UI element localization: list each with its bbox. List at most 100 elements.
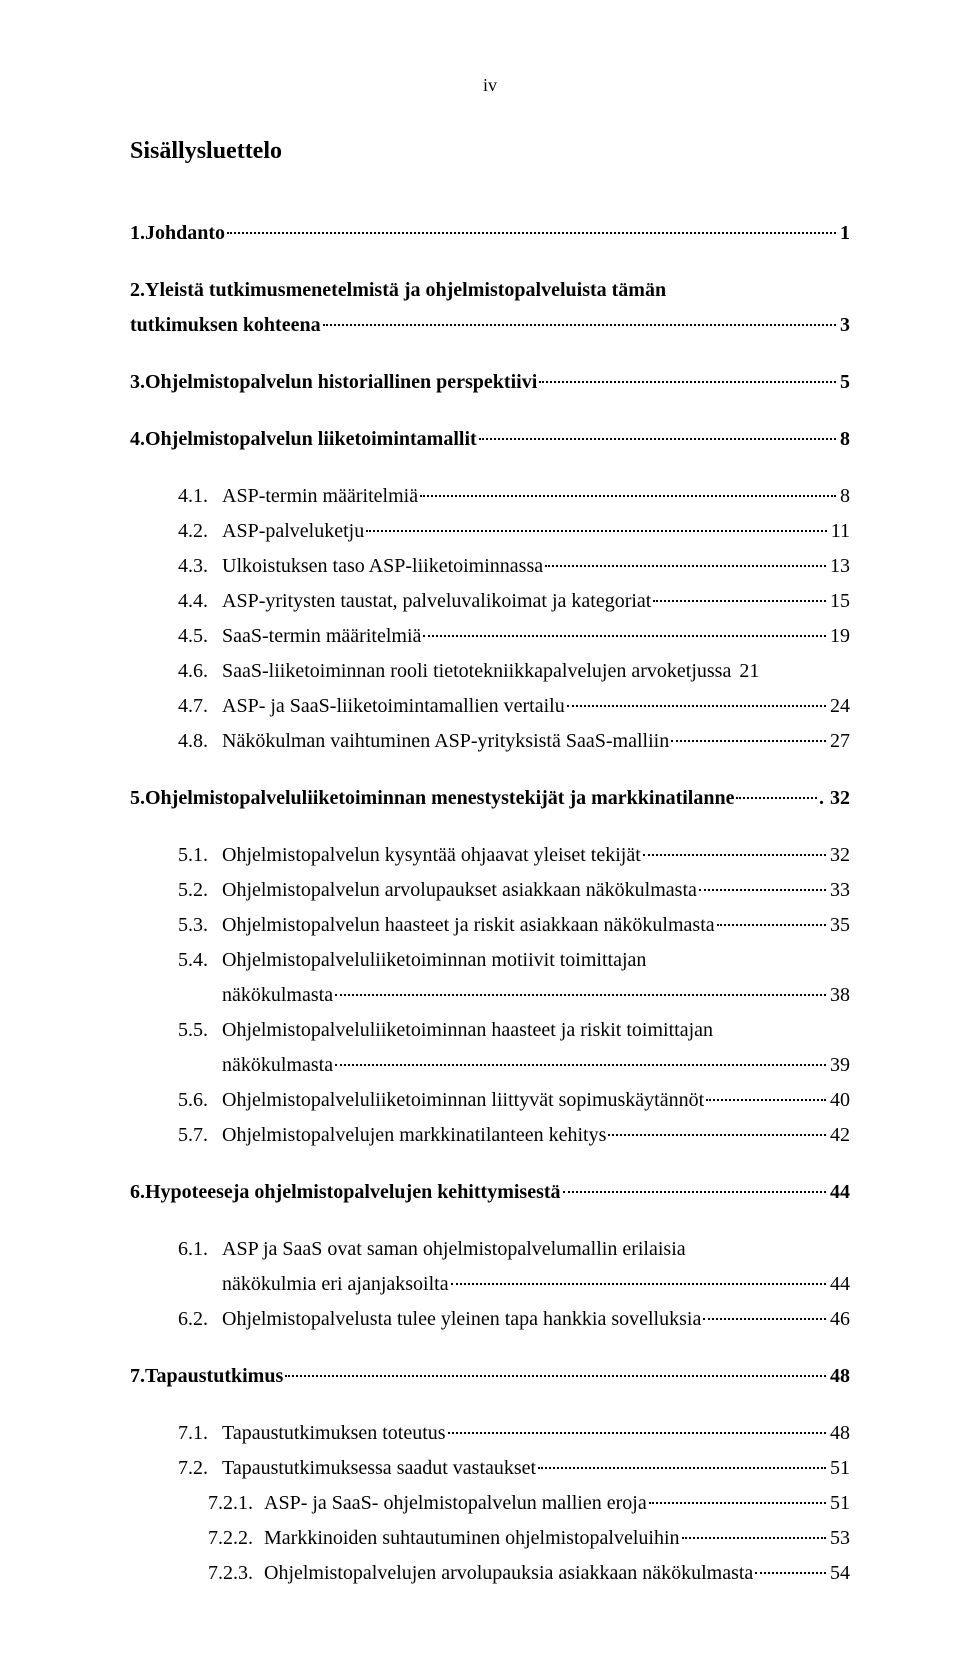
toc-entry-number: 7.2. (178, 1451, 222, 1486)
toc-leader (420, 495, 836, 497)
toc-leader (285, 1375, 826, 1377)
toc-leader (682, 1537, 827, 1539)
toc-entry-text: Tapaustutkimuksessa saadut vastaukset (222, 1451, 536, 1486)
toc-entry-continuation: tutkimuksen kohteena3 (130, 308, 850, 343)
toc-entry: 5.7.Ohjelmistopalvelujen markkinatilante… (130, 1118, 850, 1153)
toc-entry-text: Ohjelmistopalvelun arvolupaukset asiakka… (222, 873, 697, 908)
toc-entry-page: 51 (828, 1486, 850, 1521)
toc-entry-page: 46 (828, 1302, 850, 1337)
toc-entry-text: näkökulmia eri ajanjaksoilta (178, 1267, 449, 1302)
toc-entry-number: 5.3. (178, 908, 222, 943)
toc-entry-page: 24 (828, 689, 850, 724)
toc-entry-text: Ohjelmistopalvelun liiketoimintamallit (145, 422, 477, 457)
toc-entry-page: 8 (838, 422, 850, 457)
toc-entry: 5.6.Ohjelmistopalveluliiketoiminnan liit… (130, 1083, 850, 1118)
toc-leader (335, 1064, 826, 1066)
toc-entry-text: Ulkoistuksen taso ASP-liiketoiminnassa (222, 549, 543, 584)
toc-entry-number: 7.2.1. (208, 1486, 264, 1521)
toc-entry-text: näkökulmasta (178, 1048, 333, 1083)
toc-entry-text: SaaS-termin määritelmiä (222, 619, 421, 654)
toc-leader (706, 1099, 826, 1101)
toc-entry-page: 35 (828, 908, 850, 943)
toc-entry-page: 13 (828, 549, 850, 584)
toc-entry-number: 6.1. (178, 1232, 222, 1267)
toc-leader (227, 232, 836, 234)
toc-entry: 7.2.Tapaustutkimuksessa saadut vastaukse… (130, 1451, 850, 1486)
toc-entry: 4.4.ASP-yritysten taustat, palveluvaliko… (130, 584, 850, 619)
toc-entry-text: Ohjelmistopalvelujen markkinatilanteen k… (222, 1118, 606, 1153)
toc-entry-page: 38 (828, 978, 850, 1013)
toc-entry: 4.2.ASP-palveluketju11 (130, 514, 850, 549)
toc-entry-page: 44 (828, 1175, 850, 1210)
toc-entry-page: 42 (828, 1118, 850, 1153)
toc-leader (545, 565, 826, 567)
toc-entry-page: 5 (838, 365, 850, 400)
toc-entry-text: ASP-palveluketju (222, 514, 364, 549)
toc-entry-number: 1. (130, 216, 145, 251)
toc-entry-page: 15 (828, 584, 850, 619)
toc-entry-page: 21 (737, 654, 759, 689)
toc-entry-text: Ohjelmistopalveluliiketoiminnan motiivit… (222, 943, 646, 978)
toc-entry-text: Ohjelmistopalveluliiketoiminnan haasteet… (222, 1013, 713, 1048)
toc-leader (755, 1572, 826, 1574)
toc-entry-page: 32 (828, 781, 850, 816)
toc-entry-number: 6. (130, 1175, 145, 1210)
toc-leader (448, 1432, 826, 1434)
toc-entry-page: 39 (828, 1048, 850, 1083)
toc-leader (736, 797, 817, 799)
toc-entry-continuation: näkökulmia eri ajanjaksoilta 44 (130, 1267, 850, 1302)
toc-entry-text: Hypoteeseja ohjelmistopalvelujen kehitty… (145, 1175, 561, 1210)
toc-entry: 4.5.SaaS-termin määritelmiä19 (130, 619, 850, 654)
toc-entry-continuation: näkökulmasta 39 (130, 1048, 850, 1083)
toc-entry-text: ASP- ja SaaS-liiketoimintamallien vertai… (222, 689, 565, 724)
toc-title: Sisällysluettelo (130, 130, 850, 172)
toc-entry-number: 7. (130, 1359, 145, 1394)
toc-entry-number: 5.6. (178, 1083, 222, 1118)
toc-entry-page: 54 (828, 1556, 850, 1591)
toc-entry-text: tutkimuksen kohteena (130, 308, 321, 343)
toc-entry-page: 48 (828, 1359, 850, 1394)
toc-entry: 4.8.Näkökulman vaihtuminen ASP-yrityksis… (130, 724, 850, 759)
toc-entry-page: 1 (838, 216, 850, 251)
toc-entry: 4.7.ASP- ja SaaS-liiketoimintamallien ve… (130, 689, 850, 724)
toc-leader (703, 1318, 826, 1320)
toc-entry-text: Markkinoiden suhtautuminen ohjelmistopal… (264, 1521, 680, 1556)
toc-entry-continuation: näkökulmasta38 (130, 978, 850, 1013)
page-container: iv Sisällysluettelo 1.Johdanto12.Yleistä… (0, 0, 960, 1661)
toc-entry-number: 4. (130, 422, 145, 457)
toc-entry: 6.2.Ohjelmistopalvelusta tulee yleinen t… (130, 1302, 850, 1337)
toc-entry-text: Ohjelmistopalvelun kysyntää ohjaavat yle… (222, 838, 641, 873)
toc-leader (699, 889, 826, 891)
toc-entry: 3.Ohjelmistopalvelun historiallinen pers… (130, 365, 850, 400)
toc-leader (649, 1502, 826, 1504)
toc-entry-text: Tapaustutkimuksen toteutus (222, 1416, 446, 1451)
toc-entry: 4.Ohjelmistopalvelun liiketoimintamallit… (130, 422, 850, 457)
toc-entry-page: 44 (828, 1267, 850, 1302)
toc-entry-number: 5.7. (178, 1118, 222, 1153)
toc-dot: . (819, 781, 824, 816)
toc-entry-number: 5. (130, 781, 145, 816)
toc-entry-text: ASP-yritysten taustat, palveluvalikoimat… (222, 584, 651, 619)
toc-entry-number: 4.7. (178, 689, 222, 724)
toc-entry-text: Yleistä tutkimusmenetelmistä ja ohjelmis… (145, 273, 666, 308)
toc-entry-number: 5.5. (178, 1013, 222, 1048)
toc-entry: 2.Yleistä tutkimusmenetelmistä ja ohjelm… (130, 273, 850, 308)
toc-leader (423, 635, 826, 637)
toc-entry-number: 4.8. (178, 724, 222, 759)
toc-entry-text: Ohjelmistopalvelujen arvolupauksia asiak… (264, 1556, 753, 1591)
toc-entry-text: Ohjelmistopalveluliiketoiminnan liittyvä… (222, 1083, 704, 1118)
toc-entry-page: 40 (828, 1083, 850, 1118)
toc-entry: 5.Ohjelmistopalveluliiketoiminnan menest… (130, 781, 850, 816)
toc-entry: 4.1.ASP-termin määritelmiä8 (130, 479, 850, 514)
toc-entry-page: 11 (829, 514, 850, 549)
toc-entry-page: 33 (828, 873, 850, 908)
toc-leader (717, 924, 826, 926)
toc-entry-text: Ohjelmistopalvelun haasteet ja riskit as… (222, 908, 715, 943)
toc-entry-number: 7.1. (178, 1416, 222, 1451)
toc-entry: 7.2.1.ASP- ja SaaS- ohjelmistopalvelun m… (130, 1486, 850, 1521)
toc-entry: 6.1.ASP ja SaaS ovat saman ohjelmistopal… (130, 1232, 850, 1267)
toc-entry: 7.2.3.Ohjelmistopalvelujen arvolupauksia… (130, 1556, 850, 1591)
toc-entry: 7.Tapaustutkimus48 (130, 1359, 850, 1394)
toc-entry: 5.1.Ohjelmistopalvelun kysyntää ohjaavat… (130, 838, 850, 873)
toc-entry: 5.4.Ohjelmistopalveluliiketoiminnan moti… (130, 943, 850, 978)
